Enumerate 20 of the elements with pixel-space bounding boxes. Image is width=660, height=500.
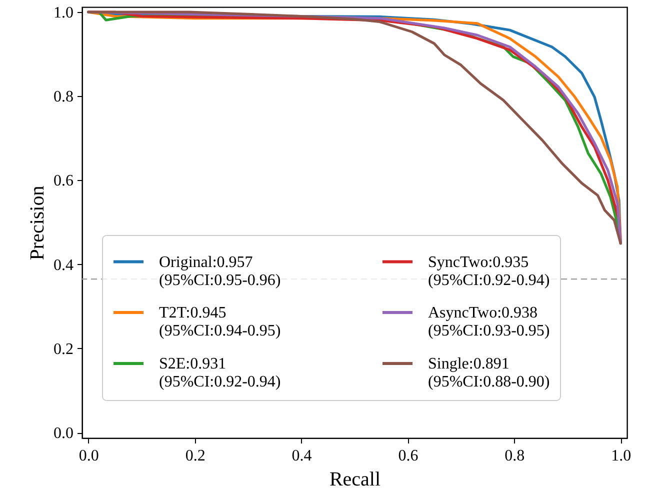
y-axis-title: Precision <box>26 186 48 260</box>
y-tick-label: 1.0 <box>54 4 74 22</box>
legend-label: Original:0.957 (95%CI:0.95-0.96) <box>159 254 281 289</box>
x-tick-label: 0.4 <box>292 448 312 464</box>
x-tick-label: 0.8 <box>504 448 525 464</box>
legend-label: Single:0.891 (95%CI:0.88-0.90) <box>428 356 550 390</box>
x-tick-label: 0.2 <box>185 448 206 464</box>
y-tick-label: 0.4 <box>54 256 74 274</box>
legend-label: S2E:0.931 (95%CI:0.92-0.94) <box>159 356 281 390</box>
y-tick-label: 0.2 <box>54 340 74 358</box>
x-tick-label: 0.0 <box>78 448 99 464</box>
y-tick-label: 0.0 <box>54 425 74 442</box>
legend-label: AsyncTwo:0.938 (95%CI:0.93-0.95) <box>428 304 550 340</box>
legend-label: T2T:0.945 (95%CI:0.94-0.95) <box>159 304 281 340</box>
x-tick-label: 1.0 <box>611 448 632 464</box>
y-tick-label: 0.6 <box>54 172 74 190</box>
y-tick-label: 0.8 <box>54 88 74 106</box>
x-tick-label: 0.6 <box>398 448 418 464</box>
legend-label: SyncTwo:0.935 (95%CI:0.92-0.94) <box>428 254 550 289</box>
x-axis-title: Recall <box>329 468 381 490</box>
